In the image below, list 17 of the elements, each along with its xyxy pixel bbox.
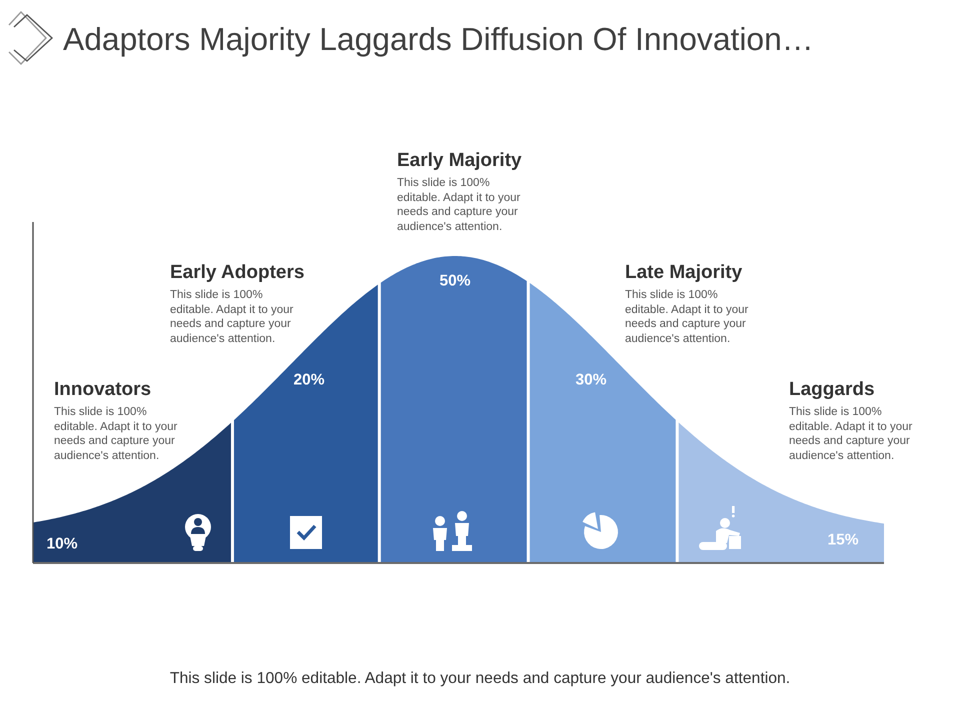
text: This slide is 100% editable. Adapt it to your needs and capture your audience's attention.: [397, 176, 522, 234]
category-label: Late Majority: [625, 261, 744, 285]
data-label: 15%: [827, 532, 859, 548]
data-label: 20%: [293, 372, 325, 388]
data-label: 30%: [575, 372, 607, 388]
text: This slide is 100% editable. Adapt it to your needs and capture your audience's attention.: [789, 405, 914, 463]
category-label: Laggards: [789, 378, 876, 402]
text: This slide is 100% editable. Adapt it to your needs and capture your audience's attention.: [625, 288, 750, 346]
data-label: 50%: [439, 272, 471, 290]
text: Adaptors Majority Laggards Diffusion Of Innovation…: [63, 21, 814, 58]
text: This slide is 100% editable. Adapt it to your needs and capture your audience's attention.: [170, 288, 294, 346]
text: This slide is 100% editable. Adapt it to your needs and capture your audience's attention.: [54, 405, 178, 463]
text: This slide is 100% editable. Adapt it to your needs and capture your audience's attention.: [168, 670, 792, 688]
category-label: Early Adopters: [170, 261, 306, 285]
category-label: Early Majority: [397, 149, 523, 173]
data-label: 10%: [46, 536, 78, 552]
category-label: Innovators: [54, 378, 152, 402]
